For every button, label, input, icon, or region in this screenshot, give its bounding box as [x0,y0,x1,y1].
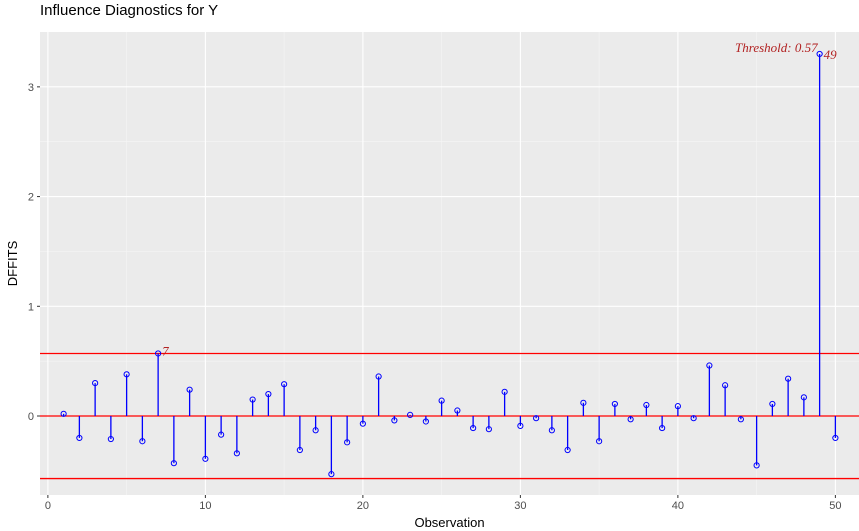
point-4 [107,435,114,443]
y-tick-label-2: 2 [28,192,34,204]
point-38 [643,401,650,409]
point-39 [659,424,666,432]
y-tick-label-1: 1 [28,301,34,313]
plot-panel [40,32,859,495]
point-11 [218,431,225,438]
point-26 [454,407,461,414]
point-21 [375,373,382,380]
y-tick-label-3: 3 [28,82,34,94]
point-labels: 7 49 [162,47,837,359]
y-tick-label-0: 0 [28,411,34,423]
point-17 [312,427,319,434]
point-45 [753,462,760,469]
points [60,50,839,478]
point-20 [359,420,366,427]
x-tick-label-30: 30 [514,500,526,512]
point-18 [328,471,335,478]
point-12 [233,450,240,457]
x-tick-label-10: 10 [199,500,211,512]
axes: 0 10 20 30 40 50 0 1 2 3 [28,82,842,512]
point-30 [517,422,524,429]
point-47 [785,375,792,382]
x-tick-label-20: 20 [357,500,369,512]
point-28 [485,426,492,433]
point-41 [690,415,697,422]
point-48 [800,394,807,401]
point-8 [170,460,177,467]
point-29 [501,388,508,395]
point-19 [344,439,351,446]
point-3 [92,379,99,387]
point-36 [611,400,618,408]
point-15 [281,381,288,388]
y-axis-title: DFFITS [5,240,20,286]
point-24 [422,418,429,425]
point-9 [186,386,193,393]
point-43 [722,382,729,389]
point-13 [249,396,256,403]
stems [62,53,837,475]
point-14 [265,390,272,398]
point-25 [438,397,445,404]
point-46 [769,400,776,408]
point-40 [674,403,681,410]
point-2 [76,434,83,442]
point-27 [470,424,477,432]
point-5 [123,371,130,378]
point-35 [596,438,603,445]
point-37 [627,416,634,423]
point-50 [832,434,839,442]
point-32 [548,427,555,434]
point-33 [564,446,571,454]
point-6 [139,438,146,445]
point-44 [737,416,744,423]
x-axis-title: Observation [414,515,484,530]
x-tick-label-40: 40 [672,500,684,512]
chart-title: Influence Diagnostics for Y [40,2,219,19]
point-label-7: 7 [162,343,169,358]
point-31 [533,415,540,422]
point-49 [816,50,823,58]
point-label-49: 49 [824,47,838,62]
x-tick-label-50: 50 [829,500,841,512]
x-tick-label-0: 0 [45,500,51,512]
point-10 [202,455,209,462]
point-1 [60,410,67,417]
point-23 [407,411,414,419]
point-22 [391,417,398,424]
threshold-lines [40,352,859,480]
point-16 [296,446,303,454]
point-42 [706,362,713,369]
point-7 [155,350,162,357]
point-34 [580,399,587,406]
threshold-annotation: Threshold: 0.57 [735,40,818,55]
